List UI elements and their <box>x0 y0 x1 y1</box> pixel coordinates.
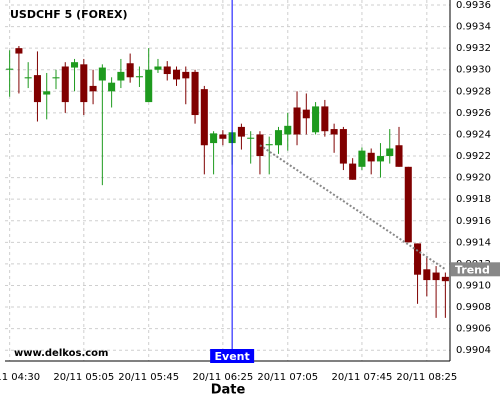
candle-body <box>265 144 273 146</box>
candle-body <box>108 82 116 92</box>
candle-body <box>6 68 14 70</box>
y-tick-label: 0.9914 <box>456 237 491 248</box>
y-tick-label: 0.9910 <box>456 280 491 291</box>
candle-body <box>386 148 394 157</box>
candle-body <box>145 69 153 103</box>
candle-body <box>33 75 41 103</box>
candle-body <box>395 145 403 167</box>
candle-body <box>210 133 218 144</box>
x-tick-label: 20/11 06:25 <box>192 372 253 383</box>
trend-box <box>451 262 500 277</box>
candle-body <box>302 109 310 119</box>
candle-body <box>376 156 384 162</box>
trend-line <box>259 144 446 271</box>
watermark: www.delkos.com <box>14 348 108 359</box>
candle-body <box>191 71 199 116</box>
candle-body <box>71 62 79 68</box>
candle-body <box>43 91 51 95</box>
candle-body <box>52 77 60 79</box>
candle-body <box>98 67 106 81</box>
candle-body <box>293 107 301 135</box>
candle-body <box>441 276 449 282</box>
chart-title: USDCHF 5 (FOREX) <box>10 8 127 21</box>
grid <box>5 0 450 361</box>
y-tick-label: 0.9916 <box>456 216 491 227</box>
candle-body <box>172 69 181 80</box>
y-tick-label: 0.9934 <box>456 22 491 33</box>
marks <box>6 0 449 361</box>
event-label: Event <box>215 350 250 363</box>
y-tick-label: 0.9926 <box>456 108 491 119</box>
candle-body <box>274 130 283 146</box>
x-tick-label: 20/11 04:30 <box>0 372 40 383</box>
y-tick-label: 0.9920 <box>456 173 491 184</box>
candle-body <box>432 272 440 281</box>
candle-body <box>154 66 162 70</box>
x-tick-label: 20/11 07:45 <box>332 372 393 383</box>
candle-body <box>237 126 245 137</box>
candle-body <box>200 89 208 146</box>
candle-body <box>219 134 227 139</box>
candle-body <box>89 85 97 92</box>
candle-body <box>80 64 88 103</box>
y-tick-label: 0.9924 <box>456 129 491 140</box>
candle-body <box>414 243 422 275</box>
candle-body <box>321 106 329 132</box>
candle-body <box>423 269 431 281</box>
candle-body <box>358 150 366 167</box>
y-tick-label: 0.9922 <box>456 151 491 162</box>
x-tick-label: 20/11 05:05 <box>53 372 114 383</box>
candle-body <box>247 137 255 139</box>
candle-body <box>15 48 23 54</box>
candle-body <box>349 163 357 180</box>
x-tick-label: 20/11 05:45 <box>118 372 179 383</box>
x-tick-label: 20/11 08:25 <box>396 372 457 383</box>
x-axis-label: Date <box>211 383 246 398</box>
candle-body <box>126 63 134 78</box>
event-box <box>210 349 255 363</box>
candle-body <box>182 71 190 79</box>
candle-body <box>24 77 32 79</box>
y-tick-label: 0.9906 <box>456 324 491 335</box>
candle-body <box>284 125 292 135</box>
y-tick-label: 0.9904 <box>456 345 491 356</box>
candle-body <box>330 129 338 135</box>
candle-body <box>367 152 375 162</box>
candle-body <box>404 166 412 243</box>
trend-label: Trend <box>455 263 490 276</box>
candle-body <box>117 71 125 81</box>
y-tick-label: 0.9936 <box>456 0 491 11</box>
y-tick-label: 0.9928 <box>456 86 491 97</box>
x-tick-label: 20/11 07:05 <box>257 372 318 383</box>
candle-body <box>312 106 320 133</box>
y-tick-label: 0.9930 <box>456 65 491 76</box>
candle-body <box>135 76 143 78</box>
candle-body <box>61 66 69 103</box>
candle-body <box>339 129 347 164</box>
y-tick-label: 0.9908 <box>456 302 491 313</box>
candle-body <box>163 66 171 75</box>
y-tick-label: 0.9932 <box>456 43 491 54</box>
y-tick-label: 0.9918 <box>456 194 491 205</box>
